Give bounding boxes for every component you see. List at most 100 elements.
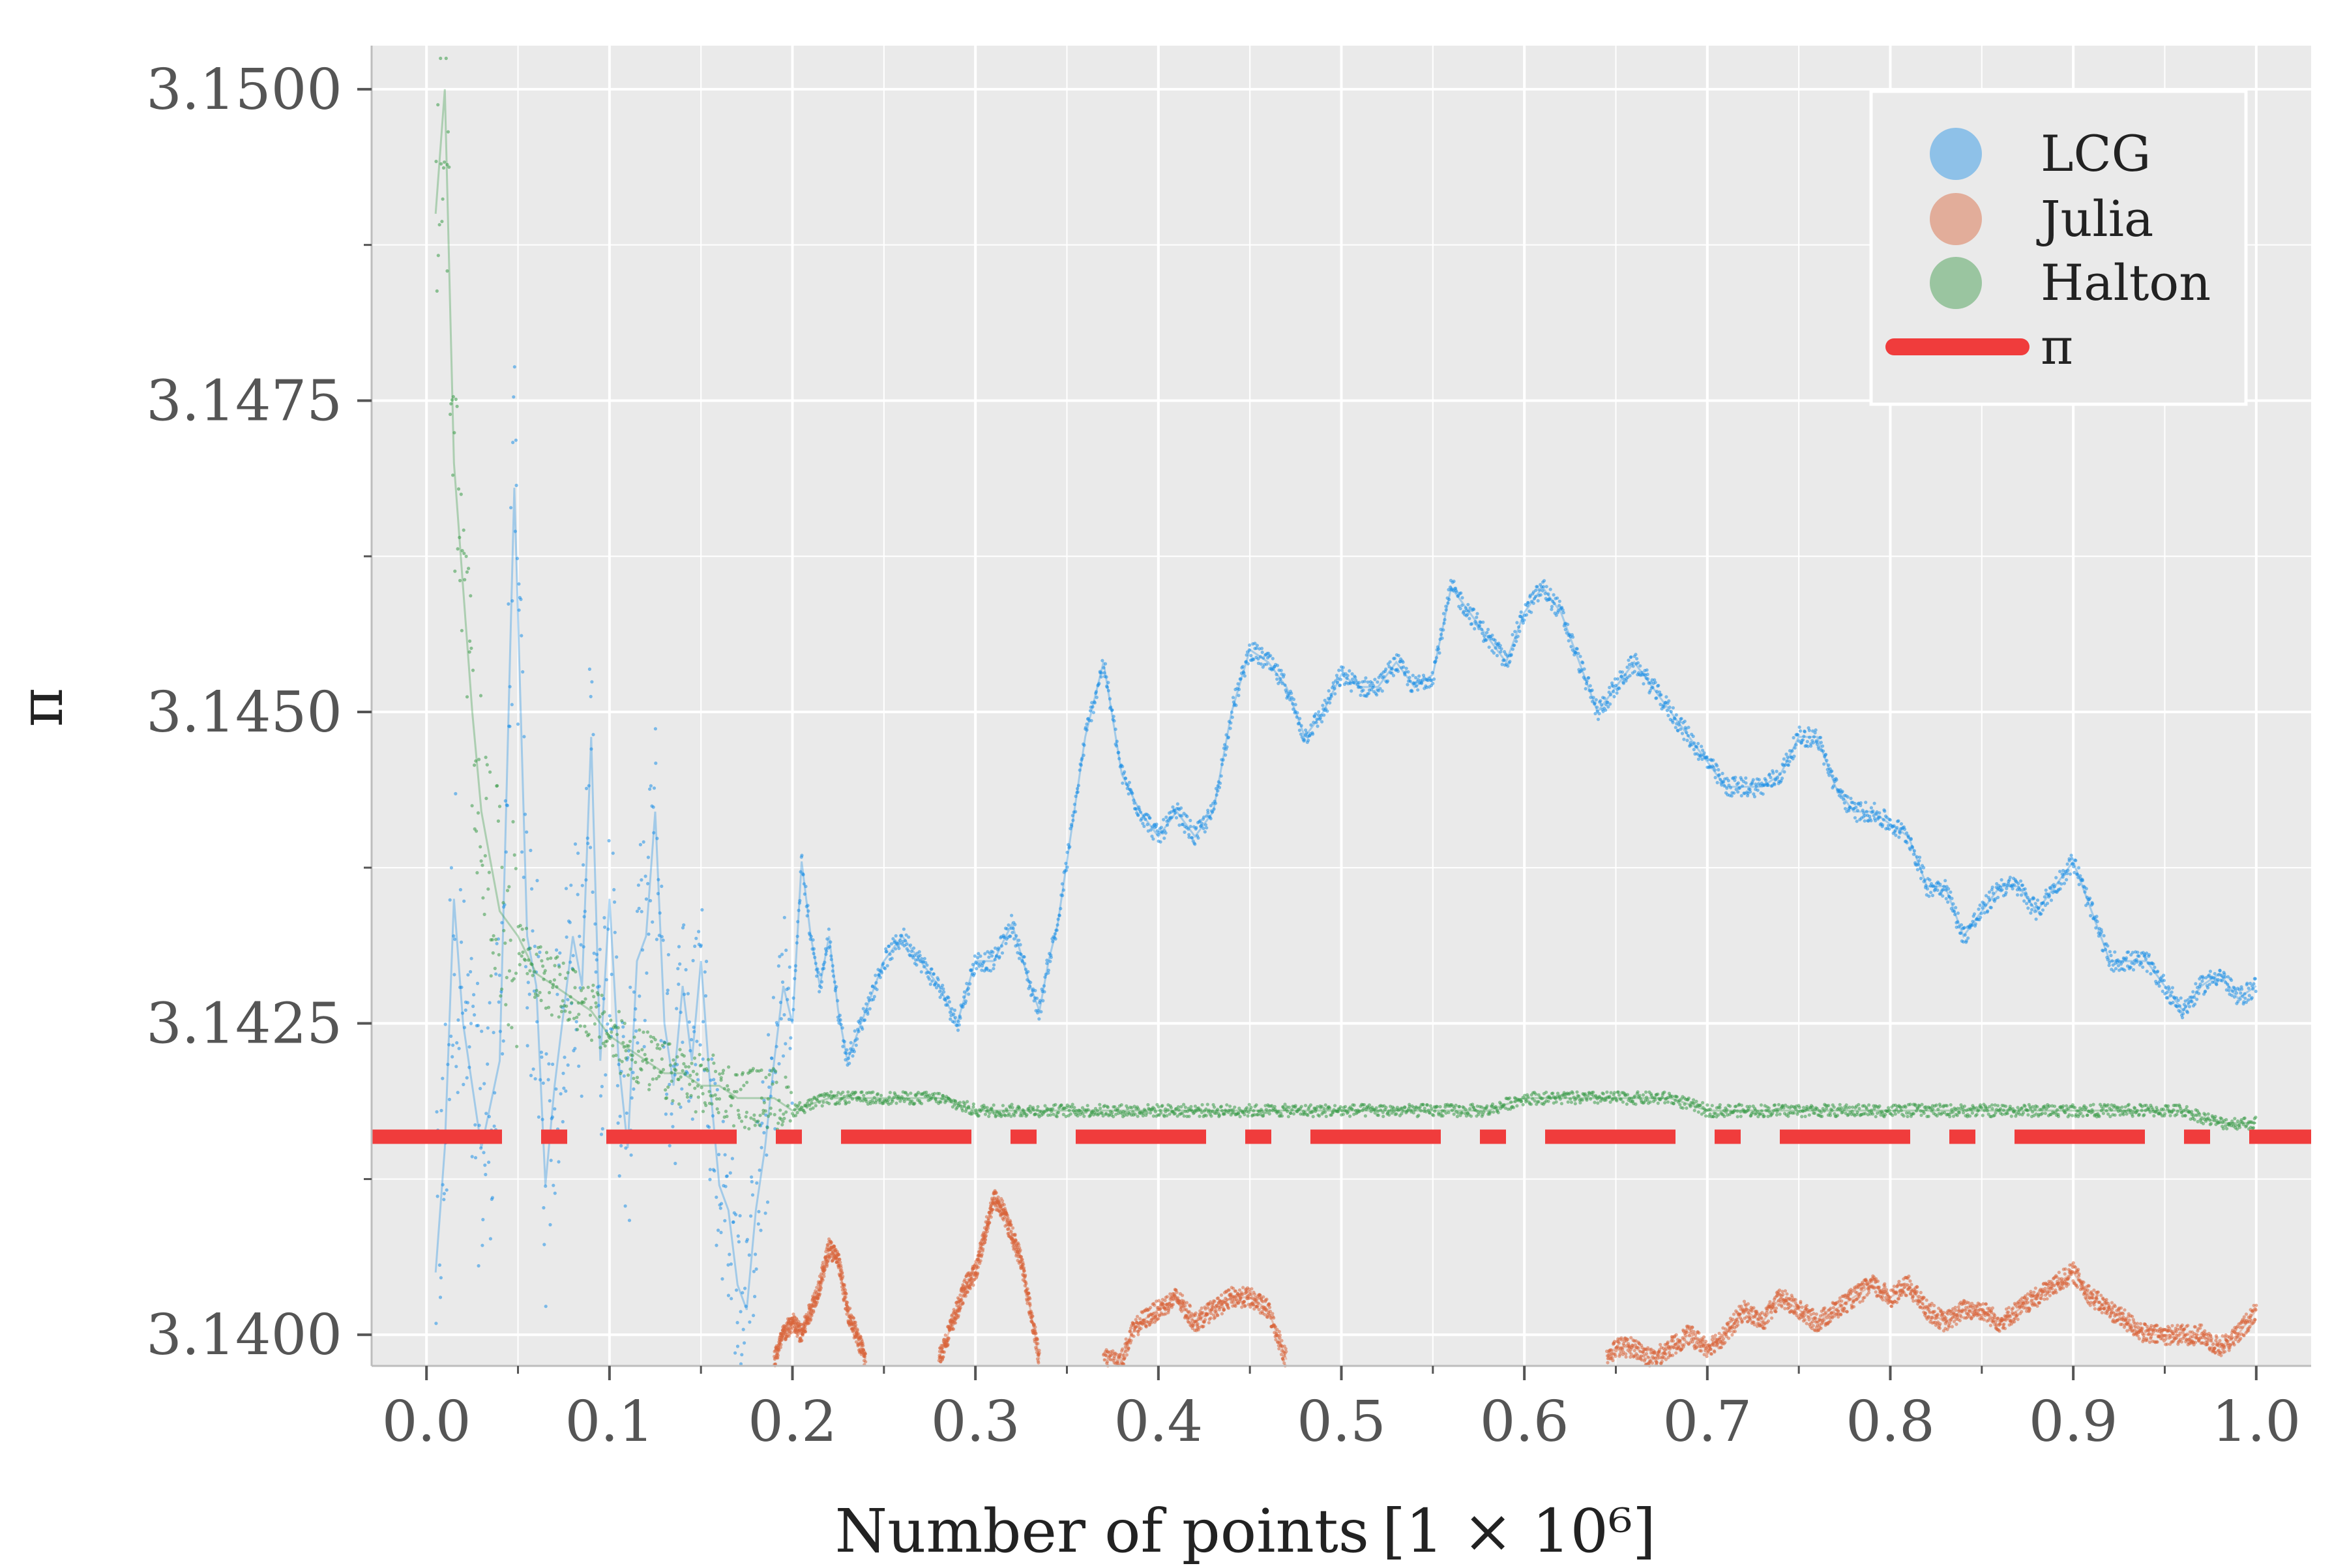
data-point [527,958,530,962]
data-point [782,1054,785,1058]
data-point [1233,1106,1236,1109]
data-point [593,923,597,926]
data-point [486,887,490,891]
data-point [975,967,978,970]
data-point [1928,878,1931,881]
data-point [483,1164,486,1167]
data-point [1920,1103,1923,1106]
data-point [764,1076,767,1079]
data-point [639,843,642,846]
data-point [2043,895,2046,898]
data-point [836,999,839,1002]
data-point [1591,688,1594,692]
data-point [1730,794,1734,797]
data-point [1748,1105,1751,1108]
data-point [619,1115,622,1118]
data-point [466,1001,469,1004]
data-point [1494,646,1497,649]
data-point [863,1018,866,1022]
data-point [1045,962,1048,965]
data-point [816,968,819,971]
data-point [450,398,454,402]
data-point [1333,1104,1336,1107]
data-point [1529,1102,1533,1106]
data-point [608,1037,612,1040]
data-point [1569,1097,1572,1101]
data-point [1525,614,1528,617]
data-point [591,984,595,987]
data-point [1289,1112,1292,1115]
data-point [797,909,801,912]
data-point [1999,1107,2002,1110]
data-point [1095,696,1099,699]
data-point [806,904,810,907]
data-point [1589,1097,1592,1101]
data-point [2251,987,2254,990]
data-point [435,1110,438,1114]
data-point [827,928,831,931]
data-point [1089,709,1092,713]
data-point [1894,1112,1897,1116]
data-point [1755,784,1758,788]
data-point [1127,784,1130,787]
data-point [1017,939,1020,942]
data-point [1080,763,1083,767]
data-point [2108,950,2112,953]
data-point [1898,831,1902,835]
data-point [660,1071,663,1074]
data-point [1936,1108,1940,1111]
data-point [737,1234,740,1237]
data-point [1444,604,1447,608]
data-point [889,1091,892,1094]
data-point [1097,682,1100,685]
data-point [887,1095,891,1099]
data-point [651,921,654,924]
data-point [1522,1103,1525,1106]
data-point [2158,984,2161,988]
data-point [784,1110,788,1114]
data-point [1810,1105,1814,1108]
data-point [508,725,511,728]
data-point [1570,1101,1573,1104]
data-point [1569,645,1572,648]
data-point [1384,668,1387,671]
data-point [481,1218,484,1221]
data-point [1537,588,1541,591]
data-point [598,984,601,988]
data-point [1124,777,1127,780]
data-point [1432,1114,1435,1117]
data-point [701,1058,705,1061]
data-point [1871,1112,1874,1116]
data-point [2254,977,2257,981]
data-point [736,1344,739,1348]
data-point [787,1086,790,1089]
data-point [1391,668,1394,671]
data-point [1857,1103,1860,1106]
data-point [1956,1114,1959,1117]
data-point [449,402,452,406]
data-point [737,1240,741,1243]
data-point [1205,826,1208,829]
data-point [1595,705,1599,709]
data-point [2022,899,2026,902]
data-point [1249,654,1252,657]
data-point [1560,1102,1563,1105]
data-point [486,1063,489,1066]
data-point [1492,651,1496,655]
data-point [1071,819,1074,822]
data-point [533,996,537,999]
data-point [557,1160,560,1163]
data-point [1065,868,1068,872]
data-point [1719,1103,1722,1106]
data-point [2021,883,2024,887]
data-point [1600,703,1603,706]
data-point [1115,744,1118,747]
data-point [493,1091,496,1095]
data-point [713,1082,716,1085]
data-point [475,829,478,833]
data-point [720,1202,723,1206]
data-point [1677,723,1681,726]
data-point [1249,1106,1252,1109]
data-point [1004,942,1007,945]
data-point [894,947,897,951]
